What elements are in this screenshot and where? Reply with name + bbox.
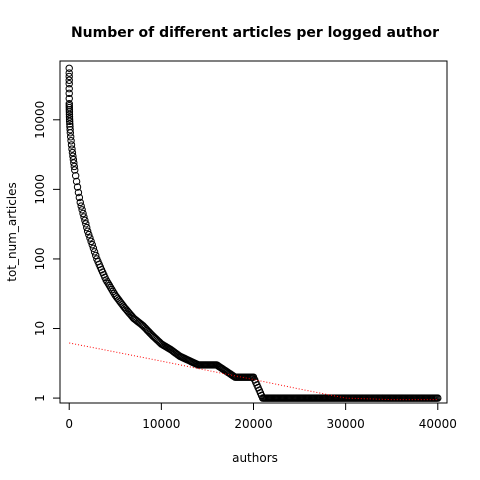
data-point — [66, 133, 75, 141]
data-point — [81, 216, 89, 225]
data-point — [135, 319, 144, 327]
x-axis-label: authors — [232, 451, 278, 465]
data-point — [65, 76, 73, 84]
data-point — [80, 213, 88, 221]
data-point — [65, 84, 73, 93]
data-point — [72, 177, 81, 186]
data-point — [66, 125, 74, 134]
data-point — [83, 223, 91, 232]
data-point — [66, 120, 74, 128]
y-tick-label: 10 — [33, 321, 47, 336]
data-point — [65, 115, 74, 123]
data-point — [73, 183, 82, 191]
y-tick-label: 1000 — [33, 174, 47, 205]
data-point — [71, 172, 80, 180]
data-point — [65, 69, 73, 77]
data-point — [65, 64, 73, 72]
data-point — [87, 237, 95, 246]
data-point — [103, 278, 111, 286]
data-point — [65, 117, 74, 126]
y-tick-label: 10000 — [33, 101, 47, 139]
x-tick-label: 40000 — [419, 417, 457, 431]
data-point — [65, 94, 73, 103]
data-point — [83, 227, 92, 235]
data-point — [85, 230, 93, 239]
y-axis-label: tot_num_articles — [5, 182, 19, 282]
data-point — [78, 206, 86, 214]
data-point — [68, 145, 76, 153]
data-point — [154, 336, 162, 345]
data-point — [67, 137, 75, 145]
data-point — [82, 220, 90, 228]
data-point — [101, 273, 109, 282]
x-tick-label: 10000 — [142, 417, 180, 431]
data-point — [144, 327, 153, 336]
data-point — [76, 198, 84, 207]
chart-title: Number of different articles per logged … — [71, 25, 439, 41]
data-point — [65, 106, 74, 114]
plot-area — [65, 64, 442, 402]
data-point — [68, 148, 77, 157]
data-point — [65, 101, 73, 110]
data-point — [70, 159, 78, 167]
y-tick-label: 1 — [33, 394, 47, 402]
data-point — [70, 162, 78, 171]
data-point — [104, 280, 113, 288]
data-point — [92, 251, 100, 260]
fit-line — [69, 342, 438, 401]
data-point — [432, 394, 441, 402]
x-tick-label: 30000 — [327, 417, 365, 431]
data-point — [65, 89, 73, 98]
data-point — [90, 248, 99, 256]
data-point — [105, 281, 114, 290]
x-tick-label: 20000 — [234, 417, 272, 431]
x-tick-label: 0 — [65, 417, 73, 431]
data-point — [89, 244, 98, 252]
data-point — [71, 166, 79, 174]
data-point — [86, 234, 94, 242]
data-point — [79, 209, 87, 218]
plot-frame — [59, 60, 448, 404]
data-point — [77, 202, 85, 210]
data-point — [65, 72, 73, 81]
data-point — [66, 129, 75, 137]
data-point — [67, 141, 76, 149]
data-point — [74, 188, 83, 197]
data-point — [88, 241, 96, 249]
data-point — [65, 110, 74, 119]
data-point — [108, 285, 116, 294]
data-point — [65, 80, 73, 88]
data-point — [75, 193, 84, 202]
y-tick-label: 100 — [33, 247, 47, 270]
data-point — [109, 287, 117, 296]
data-point — [106, 283, 115, 292]
data-point — [69, 155, 78, 164]
data-point — [65, 113, 74, 121]
